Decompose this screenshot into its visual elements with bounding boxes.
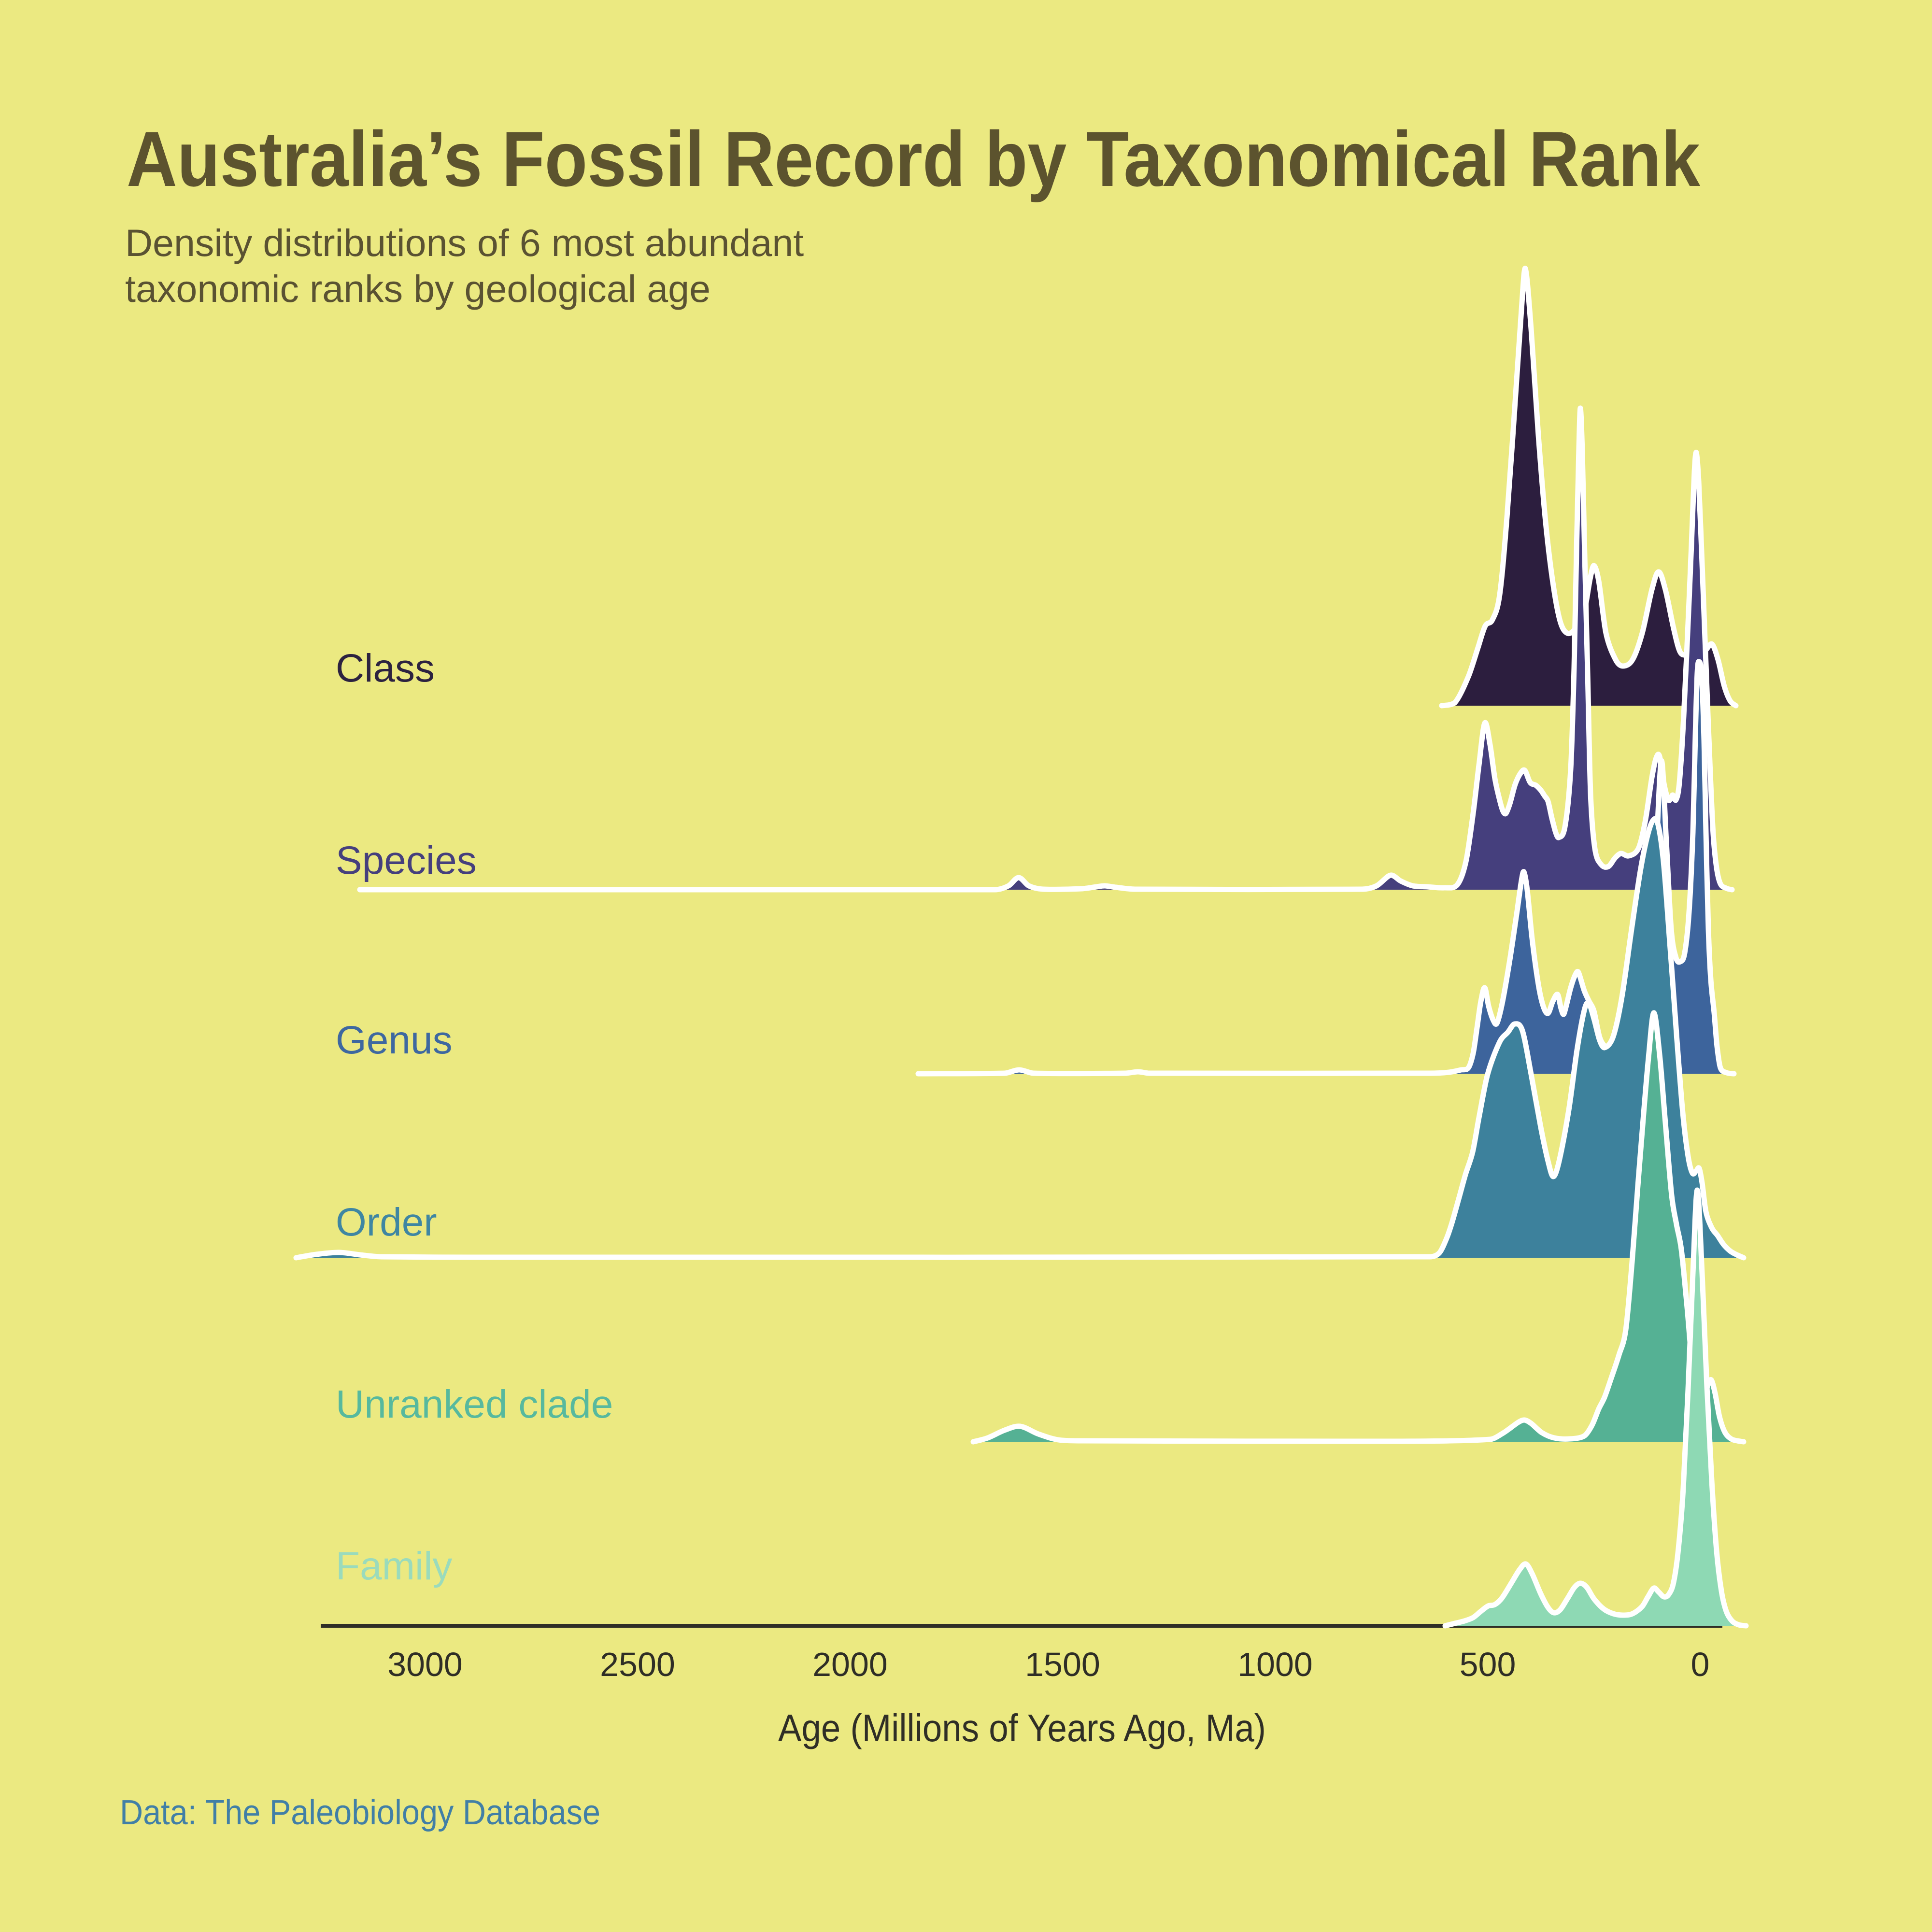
svg-text:Unranked clade: Unranked clade [336,1382,613,1426]
svg-text:Genus: Genus [336,1018,453,1062]
svg-text:2000: 2000 [812,1646,888,1683]
svg-text:3000: 3000 [387,1646,463,1683]
svg-text:1500: 1500 [1025,1646,1100,1683]
svg-text:0: 0 [1691,1646,1710,1683]
svg-text:taxonomic ranks by geological: taxonomic ranks by geological age [125,267,710,310]
svg-text:1000: 1000 [1237,1646,1313,1683]
svg-text:Order: Order [336,1200,437,1244]
svg-text:Australia’s Fossil Record by T: Australia’s Fossil Record by Taxonomical… [127,115,1701,203]
svg-text:2500: 2500 [600,1646,675,1683]
svg-text:Class: Class [336,646,435,690]
svg-text:Age (Millions of Years Ago, Ma: Age (Millions of Years Ago, Ma) [778,1706,1266,1749]
svg-text:500: 500 [1460,1646,1516,1683]
svg-text:Data: The Paleobiology Databas: Data: The Paleobiology Database [120,1793,600,1832]
svg-text:Species: Species [336,838,477,882]
svg-text:Family: Family [336,1544,452,1588]
svg-text:Density distributions of 6 mos: Density distributions of 6 most abundant [125,221,804,264]
